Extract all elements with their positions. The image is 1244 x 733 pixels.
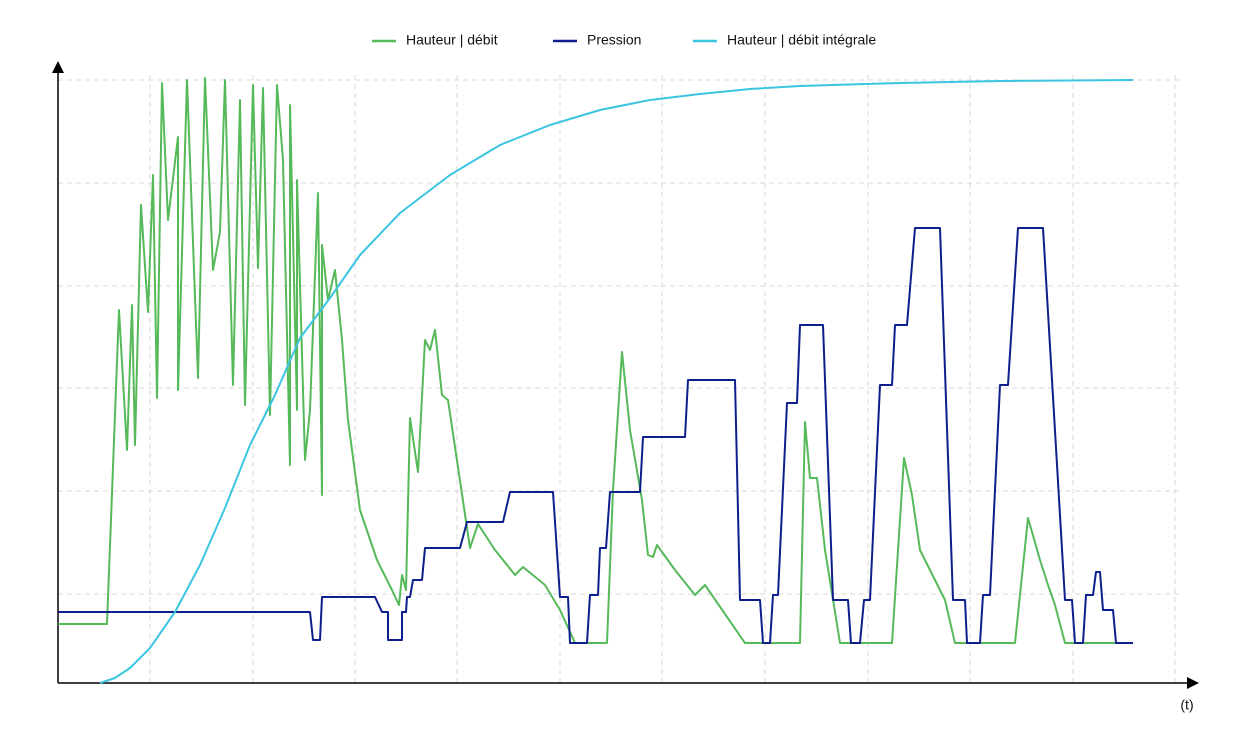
line — [58, 227, 1133, 644]
x-axis-label: (t) — [1180, 697, 1193, 713]
line — [99, 79, 1134, 684]
legend-label: Hauteur | débit intégrale — [727, 32, 876, 48]
legend-label: Pression — [587, 32, 641, 48]
y-axis-arrow — [52, 61, 64, 73]
x-axis-arrow — [1187, 677, 1199, 689]
legend-label: Hauteur | débit — [406, 32, 498, 48]
line — [58, 77, 1133, 644]
